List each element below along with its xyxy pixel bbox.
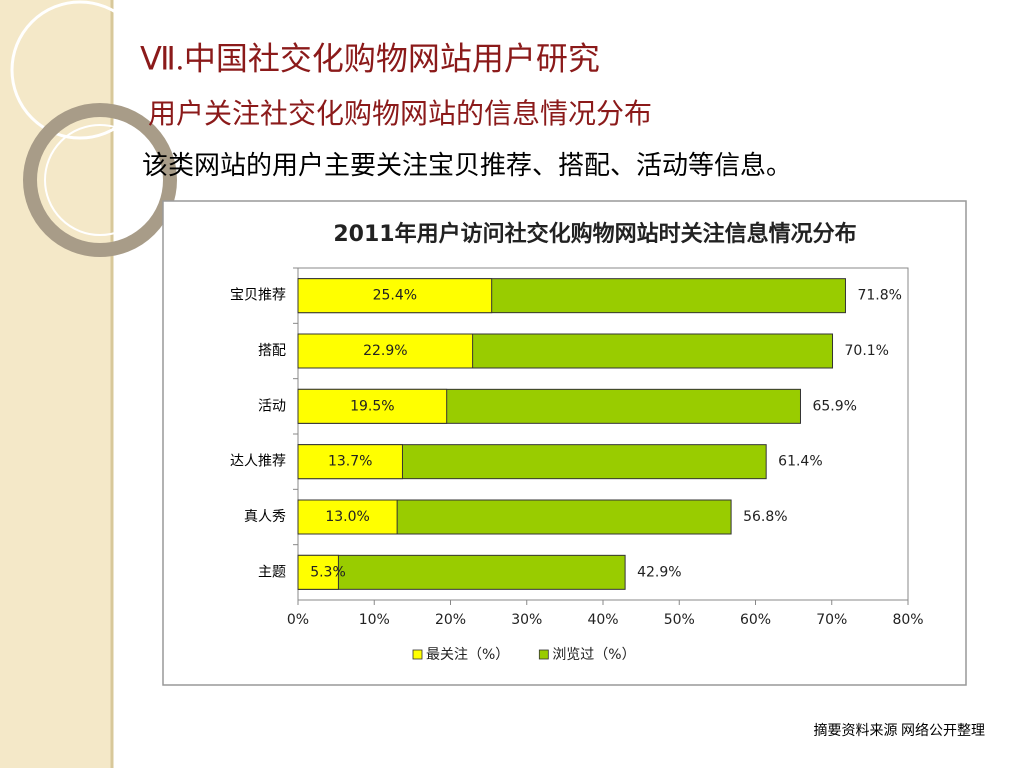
- x-tick-label: 50%: [664, 612, 695, 628]
- y-tick-label: 达人推荐: [230, 454, 286, 470]
- bar: [297, 444, 403, 480]
- y-tick-label: 主题: [258, 564, 286, 580]
- value-label: 5.3%: [310, 564, 346, 580]
- value-label: 65.9%: [812, 398, 856, 414]
- value-label: 42.9%: [637, 564, 681, 580]
- deco-circle: [10, 0, 150, 140]
- value-label: 56.8%: [743, 509, 787, 525]
- bar: [297, 278, 493, 314]
- value-label: 22.9%: [363, 343, 407, 359]
- y-tick-label: 宝贝推荐: [230, 288, 286, 304]
- x-tick-label: 30%: [511, 612, 542, 628]
- bar: [297, 499, 398, 535]
- value-label: 61.4%: [778, 454, 822, 470]
- x-tick-label: 60%: [740, 612, 771, 628]
- legend-swatch: [538, 649, 549, 660]
- deco-circle: [44, 124, 156, 236]
- bar: [297, 554, 339, 590]
- legend-label: 最关注（%）: [426, 647, 509, 663]
- slide-body: 该类网站的用户主要关注宝贝推荐、搭配、活动等信息。: [142, 151, 792, 180]
- value-label: 25.4%: [373, 288, 417, 304]
- slide-title: Ⅶ.中国社交化购物网站用户研究: [140, 40, 600, 76]
- footnote: 摘要资料来源 网络公开整理: [814, 722, 986, 739]
- x-tick-label: 70%: [816, 612, 847, 628]
- legend-label: 浏览过（%）: [552, 647, 635, 663]
- value-label: 13.7%: [328, 454, 372, 470]
- deco-circle: [23, 103, 177, 257]
- value-label: 71.8%: [857, 288, 901, 304]
- value-label: 19.5%: [350, 398, 394, 414]
- slide-subtitle: 用户关注社交化购物网站的信息情况分布: [148, 97, 652, 130]
- bar: [297, 333, 474, 369]
- bar: [297, 388, 448, 424]
- x-tick-label: 80%: [892, 612, 923, 628]
- y-tick-label: 真人秀: [244, 509, 286, 525]
- bar: [297, 554, 626, 590]
- value-label: 70.1%: [845, 343, 889, 359]
- x-tick-label: 40%: [587, 612, 618, 628]
- legend-swatch: [412, 649, 423, 660]
- x-tick-label: 0%: [287, 612, 309, 628]
- y-tick-label: 活动: [258, 398, 286, 414]
- x-tick-label: 20%: [435, 612, 466, 628]
- value-label: 13.0%: [325, 509, 369, 525]
- x-tick-label: 10%: [359, 612, 390, 628]
- y-tick-label: 搭配: [258, 343, 286, 359]
- chart-title: 2011年用户访问社交化购物网站时关注信息情况分布: [333, 221, 856, 247]
